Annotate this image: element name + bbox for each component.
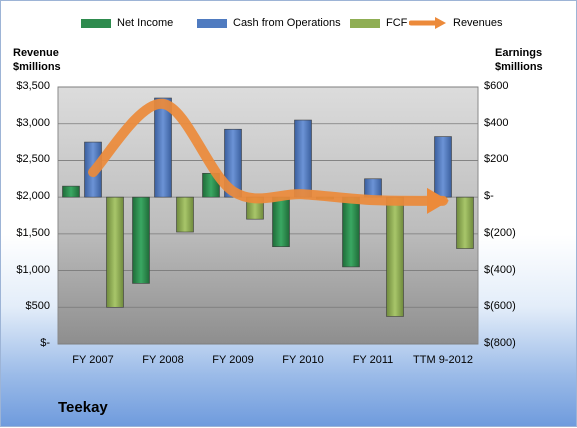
right-axis-tick-label: $400 <box>484 116 509 129</box>
cash-from-operations-bar <box>434 136 452 198</box>
legend-revenues: Revenues <box>409 15 503 31</box>
legend-fcf-swatch <box>350 18 380 28</box>
right-axis-tick-label: $(200) <box>484 226 516 239</box>
legend-cfo: Cash from Operations <box>197 15 341 31</box>
legend-cfo-swatch <box>197 18 227 28</box>
fcf-bar <box>176 196 194 233</box>
left-axis-title: Revenue $millions <box>13 46 61 74</box>
left-axis-tick-label: $- <box>40 337 50 349</box>
right-axis-tick-label: $600 <box>484 80 509 92</box>
legend-net-income-label: Net Income <box>117 17 174 29</box>
cash-from-operations-bar <box>154 97 172 198</box>
right-axis-tick-label: $200 <box>484 153 509 166</box>
left-axis-tick-label: $3,000 <box>16 116 50 129</box>
legend-fcf-label: FCF <box>386 17 408 29</box>
left-axis-title-line1: Revenue <box>13 47 59 59</box>
right-axis-tick-label: $(600) <box>484 300 516 313</box>
legend-cfo-label: Cash from Operations <box>233 17 341 29</box>
category-label: TTM 9-2012 <box>413 354 473 366</box>
left-axis-tick-label: $2,000 <box>16 190 50 203</box>
net-income-bar <box>132 196 150 284</box>
left-axis-title-line2: $millions <box>13 61 61 73</box>
net-income-bar <box>272 196 290 248</box>
legend-net-income-swatch <box>81 18 111 28</box>
right-axis-tick-label: $(800) <box>484 337 516 349</box>
left-axis-tick-label: $1,000 <box>16 263 50 276</box>
left-axis-tick-label: $3,500 <box>16 80 50 92</box>
legend-arrow-icon <box>409 17 446 29</box>
fcf-bar <box>106 196 124 308</box>
company-name: Teekay <box>58 399 108 416</box>
legend-revenues-label: Revenues <box>453 17 503 29</box>
cash-from-operations-bar <box>294 119 312 198</box>
right-axis-title-line2: $millions <box>495 61 543 73</box>
revenue-arrowhead <box>427 187 449 214</box>
legend-fcf: FCF <box>350 15 407 31</box>
fcf-bar <box>456 196 474 249</box>
left-axis-tick-label: $500 <box>25 300 50 313</box>
category-label: FY 2008 <box>142 354 184 366</box>
left-axis-tick-label: $1,500 <box>16 226 50 239</box>
category-label: FY 2007 <box>72 354 114 366</box>
cash-from-operations-bar <box>364 178 382 198</box>
left-axis-tick-label: $2,500 <box>16 153 50 166</box>
category-label: FY 2009 <box>212 354 254 366</box>
category-label: FY 2010 <box>282 354 324 366</box>
fcf-bar <box>386 196 404 317</box>
net-income-bar <box>62 185 80 198</box>
revenue-series-line <box>88 98 448 206</box>
right-axis-title: Earnings $millions <box>495 46 543 74</box>
right-axis-title-line1: Earnings <box>495 47 543 59</box>
right-axis-tick-label: $- <box>484 190 494 203</box>
category-label: FY 2011 <box>352 354 394 366</box>
legend-net-income: Net Income <box>81 15 173 31</box>
net-income-bar <box>342 196 360 268</box>
right-axis-tick-label: $(400) <box>484 263 516 276</box>
cash-from-operations-bar <box>224 128 242 198</box>
revenue-line <box>88 98 449 214</box>
